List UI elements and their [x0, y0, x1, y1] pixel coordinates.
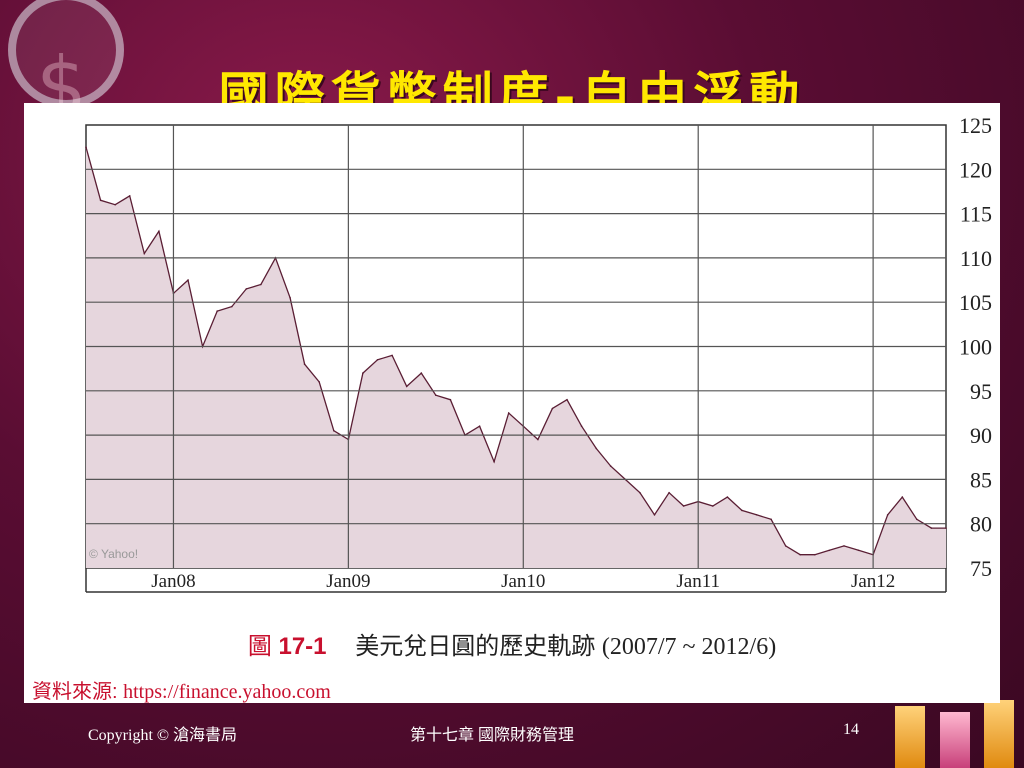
y-tick-label: 120 — [959, 157, 992, 182]
data-point — [391, 354, 393, 357]
data-point — [595, 447, 597, 450]
data-point — [376, 359, 379, 361]
data-point — [449, 398, 452, 401]
data-point — [668, 491, 670, 494]
footer-copyright: Copyright © 滄海書局 — [88, 727, 238, 744]
figure-label: 圖 — [247, 633, 272, 660]
data-point — [537, 438, 539, 441]
data-point — [609, 465, 612, 467]
y-tick-label: 125 — [959, 113, 992, 138]
data-point — [478, 425, 481, 428]
y-tick-label: 95 — [970, 379, 992, 404]
figure-caption: 圖 17-1 美元兌日圓的歷史軌跡 (2007/7 ~ 2012/6) — [24, 626, 1000, 661]
data-point — [682, 505, 685, 507]
data-point — [901, 496, 904, 498]
data-point — [85, 146, 87, 148]
data-point — [114, 203, 116, 206]
figure-number: 17-1 — [278, 633, 327, 660]
data-point — [231, 305, 233, 308]
data-point — [420, 372, 423, 374]
content-panel: 75 80 85 90 95 100 105 110 115 120 125 Jan08 Jan09 J… — [24, 103, 1000, 703]
data-point — [886, 514, 889, 516]
data-point — [580, 425, 583, 428]
data-point — [289, 297, 291, 299]
yahoo-watermark: © Yahoo! — [89, 547, 138, 561]
figure-caption-text: 美元兌日圓的歷史軌跡 — [355, 633, 596, 660]
data-point — [99, 199, 102, 202]
data-point — [916, 518, 918, 521]
exchange-rate-chart: 75 80 85 90 95 100 105 110 115 120 125 Jan08 Jan09 J… — [85, 113, 992, 593]
data-point — [726, 496, 729, 498]
data-point — [784, 545, 787, 547]
data-point — [566, 398, 568, 401]
data-point — [843, 545, 845, 547]
y-tick-label: 115 — [960, 202, 992, 227]
series-line — [85, 147, 946, 556]
magnifier-decoration — [8, 0, 124, 108]
data-point — [333, 429, 335, 432]
x-tick-label: Jan08 — [151, 571, 195, 592]
source-label: 資料來源: — [32, 681, 118, 703]
series-area — [86, 147, 946, 568]
data-point — [741, 509, 743, 512]
y-tick-label: 80 — [970, 512, 992, 537]
data-point — [857, 549, 860, 552]
data-point — [755, 514, 758, 516]
data-point — [799, 553, 801, 556]
data-point — [493, 460, 495, 463]
y-tick-label: 110 — [960, 246, 992, 271]
bar-decoration — [984, 700, 1014, 768]
bar-decoration — [940, 712, 970, 768]
data-point — [770, 518, 772, 521]
data-point — [143, 252, 146, 255]
page-number: 14 — [843, 721, 859, 738]
data-point — [318, 381, 321, 383]
figure-period: (2007/7 ~ 2012/6) — [601, 634, 777, 660]
x-tick-label: Jan10 — [501, 571, 545, 592]
source-line: 資料來源: https://finance.yahoo.com — [32, 675, 331, 704]
data-point — [507, 412, 510, 414]
data-point — [653, 514, 656, 516]
data-point — [639, 491, 641, 494]
data-point — [930, 527, 933, 529]
data-point — [187, 279, 189, 281]
y-tick-label: 105 — [959, 290, 992, 315]
x-tick-label: Jan09 — [326, 571, 370, 592]
data-point — [828, 549, 831, 552]
data-point — [712, 505, 714, 507]
x-tick-label: Jan12 — [851, 571, 895, 592]
data-point — [303, 363, 306, 366]
source-url[interactable]: https://finance.yahoo.com — [123, 681, 331, 703]
x-tick-label: Jan11 — [676, 571, 720, 592]
data-point — [245, 288, 248, 290]
footer-chapter: 第十七章 國際財務管理 — [410, 727, 575, 744]
data-point — [216, 310, 218, 312]
data-point — [260, 283, 262, 286]
data-point — [362, 372, 364, 374]
data-point — [435, 394, 437, 397]
y-tick-label: 85 — [970, 467, 992, 492]
data-point — [551, 407, 554, 410]
y-tick-label: 90 — [970, 423, 992, 448]
y-tick-label: 100 — [959, 335, 992, 360]
data-point — [128, 195, 131, 197]
y-tick-label: 75 — [970, 556, 992, 581]
data-point — [945, 527, 947, 529]
data-point — [814, 553, 816, 556]
bar-decoration — [895, 706, 925, 768]
data-point — [158, 230, 160, 233]
data-point — [405, 385, 408, 388]
